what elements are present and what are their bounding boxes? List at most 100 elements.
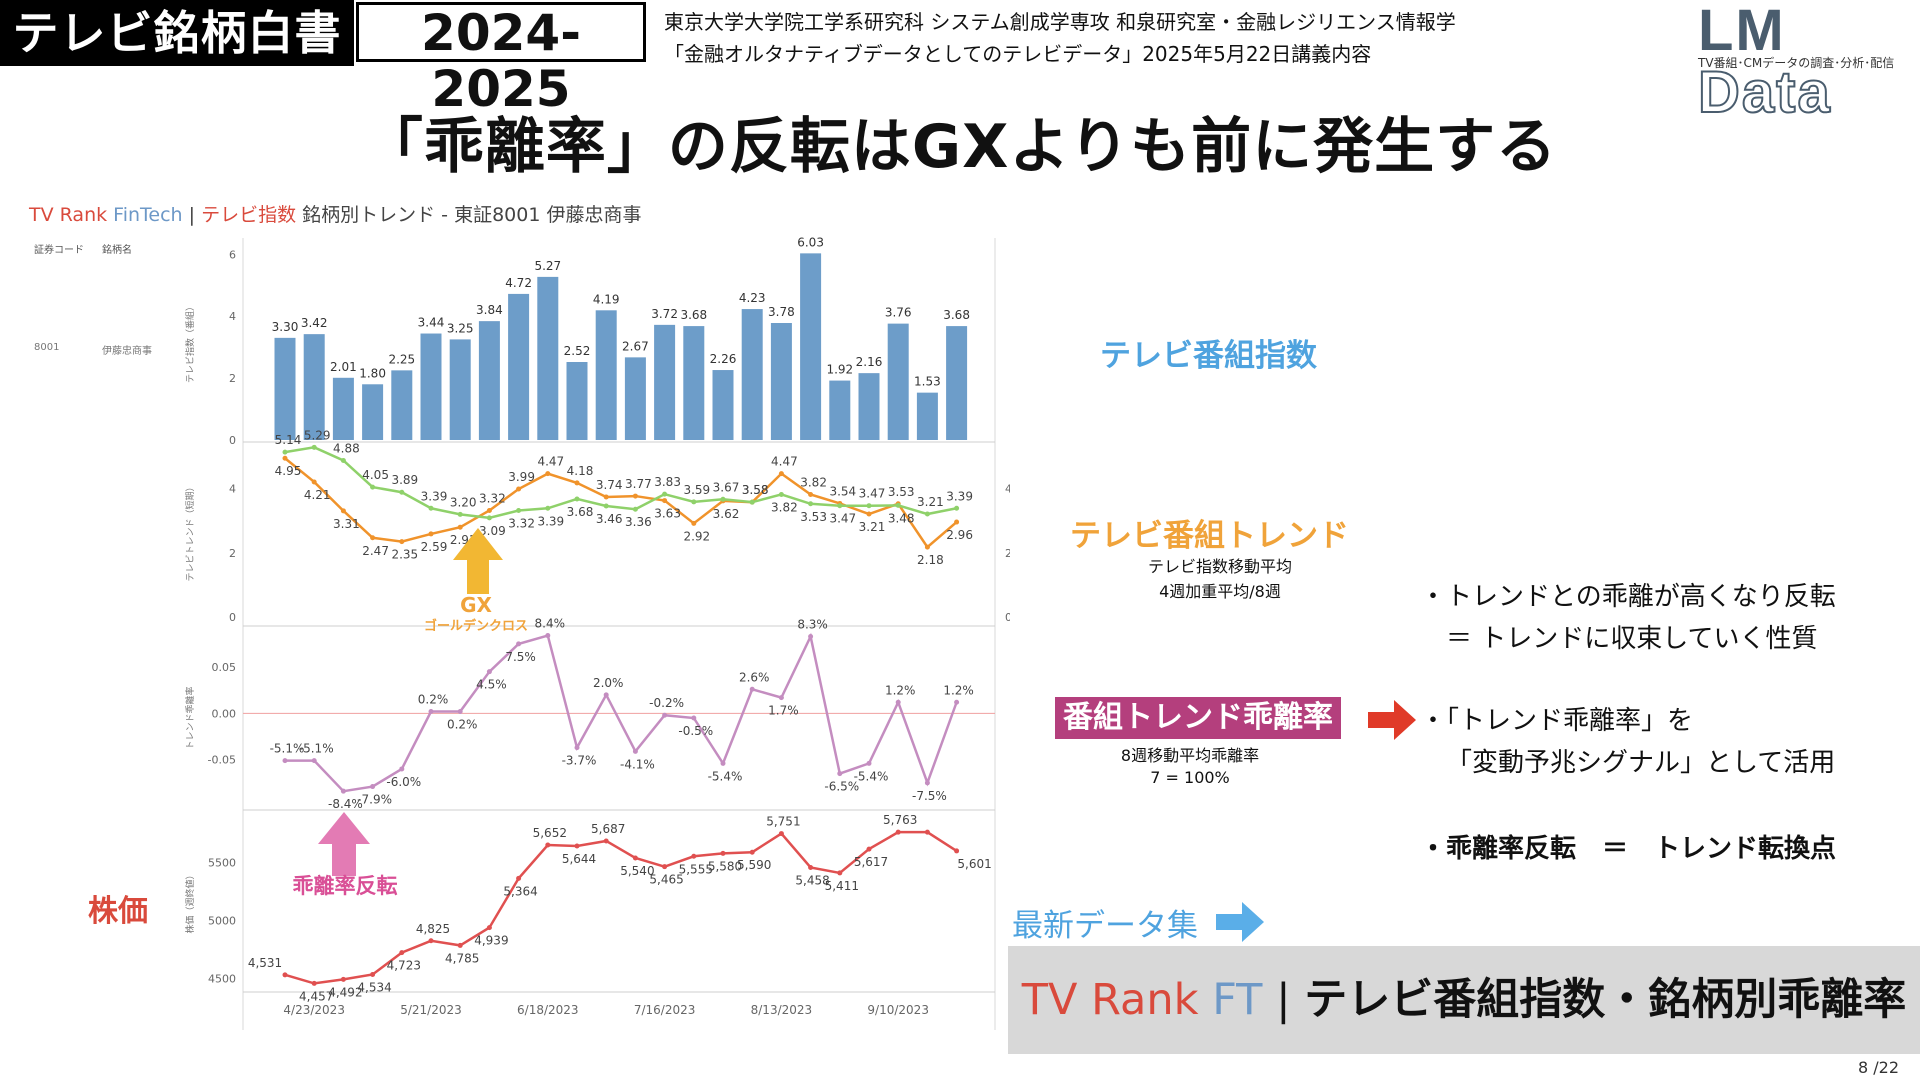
deviation-value-label: -0.5% [678,724,713,738]
ft-sep: | [1262,975,1305,1025]
bar-value-label: 2.67 [622,339,649,353]
bullet-3: ・「トレンド乖離率」を [1420,706,1694,736]
stock-point [778,831,784,837]
x-tick-label: 7/16/2023 [634,1003,696,1017]
trend-point [311,444,317,450]
deviation-value-label: 2.6% [739,670,770,684]
trend-sub-label-2: 4週加重平均/8週 [1159,582,1281,601]
trend-value-label: 3.31 [333,517,360,531]
trend-value-label: 3.63 [654,507,681,521]
trend-point [603,494,609,500]
bar-value-label: 2.26 [710,352,737,366]
stock-value-label: 4,825 [416,922,450,936]
trend-value-label: 3.67 [713,480,740,494]
trend-value-label: 3.54 [829,484,856,498]
trend-value-label: 4.47 [537,455,564,469]
bullet-2: ＝ トレンドに収束していく性質 [1446,624,1818,654]
bar [332,377,354,440]
y-tick-label-right: 4 [1005,483,1010,496]
y-tick-label: 2 [229,372,236,385]
stock-value-label: 4,534 [357,980,391,994]
stock-point [370,971,376,977]
latest-data-label[interactable]: 最新データ集 [1012,908,1198,944]
bar-series-label: テレビ番組指数 [1100,338,1317,374]
y-tick-label: 4 [229,483,236,496]
y-tick-label-right: 0 [1005,611,1010,624]
trend-point [954,519,960,525]
stock-value-label: 4,785 [445,951,479,965]
trend-point [545,471,551,477]
x-tick-label: 5/21/2023 [400,1003,462,1017]
trend-value-label: 4.95 [275,464,302,478]
stock-point [691,853,697,859]
trend-value-label: 2.35 [391,548,418,562]
trend-sub-label-1: テレビ指数移動平均 [1147,557,1292,576]
column-header-name: 銘柄名 [102,245,132,256]
bar-value-label: 3.84 [476,303,503,317]
deviation-point [691,715,697,721]
y-tick-label: 0 [229,611,236,624]
stock-point [866,846,872,852]
bar-value-label: 1.53 [914,375,941,389]
stock-value-label: 4,723 [387,959,421,973]
trend-point [866,503,872,509]
trend-point [778,491,784,497]
deviation-value-label: 1.2% [885,683,916,697]
trend-point [399,539,405,545]
trend-point [662,498,668,504]
trend-line-1 [284,446,957,520]
trend-value-label: 3.58 [742,483,769,497]
trend-value-label: 3.09 [479,524,506,538]
trend-value-label: 3.46 [596,512,623,526]
stock-line [284,830,958,985]
deviation-point [282,758,288,764]
deviation-value-label: 0.2% [447,718,478,732]
trend-point [778,471,784,477]
trend-point [370,535,376,541]
bar-value-label: 4.23 [739,291,766,305]
trend-value-label: 3.53 [800,510,827,524]
deviation-value-label: -7.9% [357,793,392,807]
slide-title: 「乖離率」の反転はGXよりも前に発生する [362,112,1558,182]
deviation-value-label: -7.5% [912,789,947,803]
bar-value-label: 3.68 [943,308,970,322]
trend-point [574,496,580,502]
trend-point [691,499,697,505]
bar-panel: 0 2 4 6 テレビ指数（番組） 3.30 3.42 2.01 1.802.25 3.44 3.2… [184,235,970,447]
page-number: 8 /22 [1858,1058,1900,1077]
trend-value-label: 3.89 [391,473,418,487]
y-tick-label: 6 [229,248,236,261]
reversal-annotation: 乖離率反転 [293,812,398,898]
ft-banner[interactable] [1008,946,1920,1054]
stock-value-label: 4,492 [328,985,362,999]
stock-point [720,850,726,856]
bar [478,321,500,440]
y-tick-label: 5500 [208,857,236,870]
deviation-value-label: -5.4% [708,769,743,783]
stock-value-label: 5,580 [708,859,742,873]
deviation-point [720,760,726,766]
x-tick-label: 6/18/2023 [517,1003,579,1017]
gx-sublabel: ゴールデンクロス [424,618,528,634]
trend-value-label: 3.59 [683,483,710,497]
trend-value-label: 3.32 [479,492,506,506]
chart-title-brand: TV Rank [29,204,114,226]
deviation-point [370,784,376,790]
bar-value-label: 3.78 [768,305,795,319]
trend-point [486,508,492,514]
bar-value-label: 4.19 [593,292,620,306]
logo-data: Data [1697,60,1832,125]
trend-point [428,505,434,511]
bar [916,392,938,440]
deviation-sub-label-2: 7 = 100% [1150,768,1230,787]
logo-lm: LM [1698,0,1786,63]
deviation-point [399,766,405,772]
header-desc-line2: 「金融オルタナティブデータとしてのテレビデータ」2025年5月22日講義内容 [664,42,1372,66]
ft-brand-ft: FT [1212,975,1263,1025]
header-badge: テレビ銘柄白書 [0,0,354,66]
logo: LM Data [1697,0,1920,125]
stock-point [895,829,901,835]
trend-point [574,480,580,486]
ft-banner-text[interactable]: TV Rank FT | テレビ番組指数・銘柄別乖離率 [1008,946,1920,1054]
trend-value-label: 3.62 [713,507,740,521]
